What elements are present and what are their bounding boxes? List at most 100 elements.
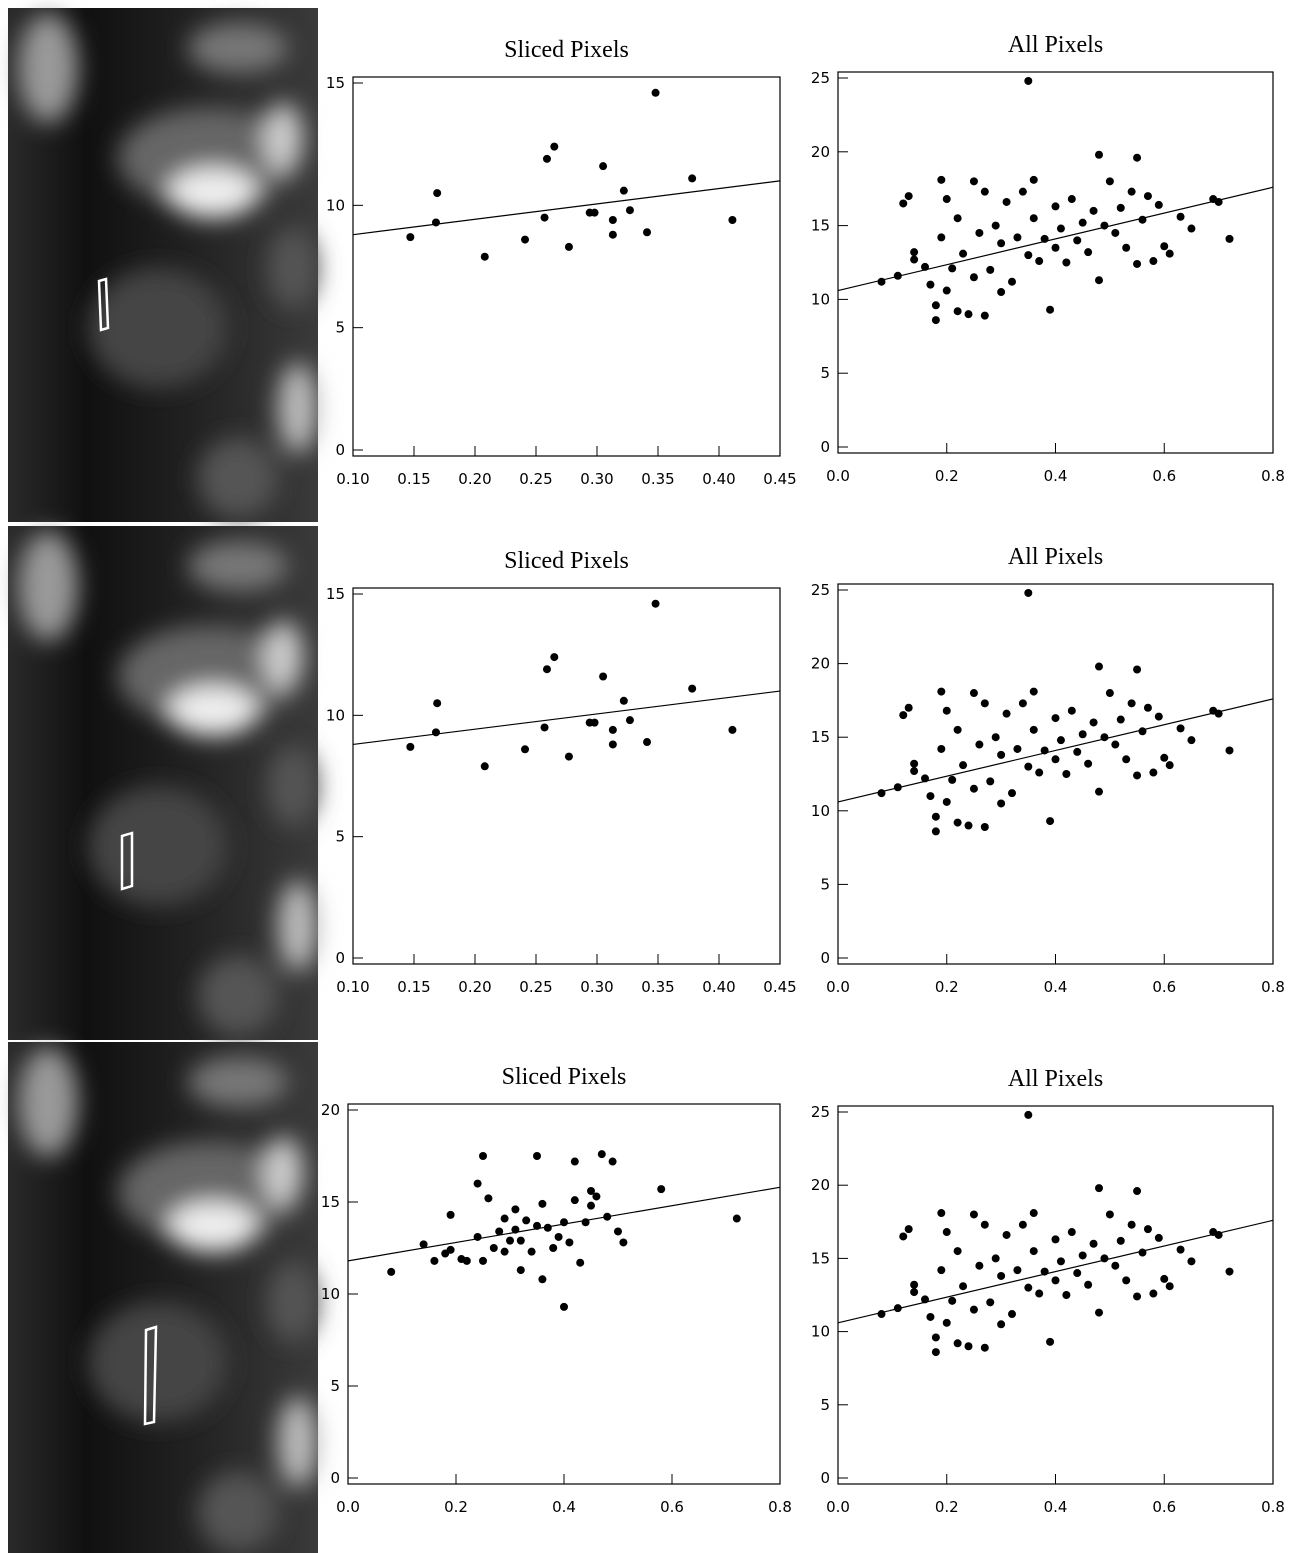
x-tick-label: 0.45 [763,470,796,488]
x-tick-label: 0.8 [1261,1498,1285,1516]
scatter-point [433,699,442,708]
y-tick-label: 15 [811,728,830,746]
scatter-point [1095,787,1103,796]
scatter-point [931,1333,940,1342]
scatter-point [625,716,634,725]
scatter-point [1046,1337,1055,1346]
scatter-point [942,706,951,715]
scatter-point [462,1256,471,1265]
satellite-image [8,1042,318,1553]
x-tick-label: 0.20 [458,470,491,488]
scatter-point [953,818,962,827]
scatter-point [1149,257,1158,266]
scatter-point [657,1185,666,1194]
scatter-point [1062,1291,1071,1299]
scatter-point [643,738,652,747]
scatter-point [1138,727,1147,736]
chart-title: Sliced Pixels [502,1064,627,1090]
scatter-point [608,1157,617,1166]
x-tick-label: 0.2 [444,1498,468,1516]
scatter-point [1084,1280,1093,1289]
scatter-point [1105,177,1114,186]
x-tick-label: 0.6 [1152,1498,1176,1516]
chart-title: Sliced Pixels [504,548,629,574]
scatter-point [1105,689,1114,698]
x-tick-label: 0.20 [458,978,491,996]
y-tick-label: 15 [811,217,830,235]
scatter-point [1122,243,1131,252]
scatter-point [406,233,415,242]
scatter-point [1008,789,1016,798]
scatter-point [1051,1276,1060,1285]
scatter-point [1029,1247,1038,1256]
scatter-point [991,733,1000,742]
scatter-point [516,1266,525,1275]
scatter-point [904,192,913,201]
plot-frame [352,587,781,965]
scatter-point [592,1192,601,1201]
scatter-point [1024,1110,1033,1119]
scatter-point [1013,1266,1022,1275]
scatter-point [560,1302,568,1311]
scatter-point [625,206,634,215]
scatter-point [608,740,617,749]
scatter-point [1051,1235,1060,1244]
scatter-point [1018,187,1027,196]
scatter-point [1013,744,1022,753]
scatter-point [446,1210,455,1219]
scatter-point [997,239,1006,248]
x-tick-label: 0.30 [580,978,613,996]
scatter-point [688,684,697,693]
scatter-point [969,177,978,186]
scatter-point [937,687,946,696]
scatter-point [554,1232,563,1241]
scatter-point [1029,687,1038,696]
scatter-point [550,653,559,662]
scatter-point [997,288,1006,297]
scatter-point [1143,192,1152,201]
x-tick-label: 0.8 [1261,978,1285,996]
scatter-point [1187,224,1196,233]
scatter-point [980,1343,989,1352]
x-tick-label: 0.25 [519,978,552,996]
scatter-point [1002,197,1011,206]
scatter-point [1089,206,1098,215]
scatter-point [549,1244,558,1252]
scatter-point [975,740,984,749]
scatter-point [953,1247,962,1256]
scatter-point [1133,153,1142,162]
scatter-point [964,821,973,830]
x-tick-label: 0.4 [1044,1498,1068,1516]
y-tick-label: 10 [321,1285,340,1303]
scatter-point [980,187,989,196]
scatter-point [480,252,489,261]
x-tick-label: 0.10 [336,978,369,996]
y-tick-label: 15 [811,1249,830,1267]
scatter-point [1122,1276,1131,1285]
scatter-point [597,1150,606,1159]
y-tick-label: 15 [321,1193,340,1211]
y-tick-label: 20 [321,1101,340,1119]
scatter-point [564,752,573,761]
scatter-point [1176,724,1185,733]
scatter-point [651,599,660,608]
scatter-point [1133,259,1142,268]
scatter-point [1133,1292,1142,1301]
scatter-point [550,142,559,151]
x-tick-label: 0.40 [702,978,735,996]
scatter-point [1013,233,1022,242]
scatter-point [1122,755,1131,764]
scatter-point [1073,236,1082,245]
scatter-point [1035,257,1044,266]
scatter-point [500,1214,509,1223]
scatter-point [991,1254,1000,1263]
scatter-point [937,1209,946,1218]
y-tick-label: 5 [335,319,345,337]
scatter-point [926,280,935,289]
scatter-point [1024,76,1033,85]
scatter-point [1024,251,1033,260]
scatter-point [942,797,951,806]
scatter-point [910,759,919,768]
scatter-point [1035,768,1044,777]
